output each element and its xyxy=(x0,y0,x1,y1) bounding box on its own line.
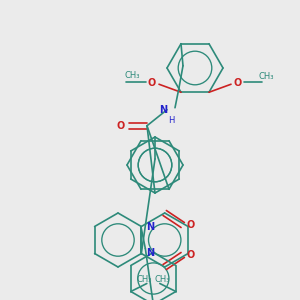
Text: H: H xyxy=(168,116,174,125)
Text: O: O xyxy=(117,121,125,131)
Text: CH₃: CH₃ xyxy=(155,275,170,284)
Text: O: O xyxy=(187,220,195,230)
Text: N: N xyxy=(159,105,167,115)
Text: O: O xyxy=(187,250,195,260)
Text: CH₃: CH₃ xyxy=(258,72,274,81)
Text: O: O xyxy=(148,78,156,88)
Text: N: N xyxy=(146,221,154,232)
Text: O: O xyxy=(234,78,242,88)
Text: CH₃: CH₃ xyxy=(124,71,140,80)
Text: CH₃: CH₃ xyxy=(136,275,152,284)
Text: N: N xyxy=(146,248,154,259)
